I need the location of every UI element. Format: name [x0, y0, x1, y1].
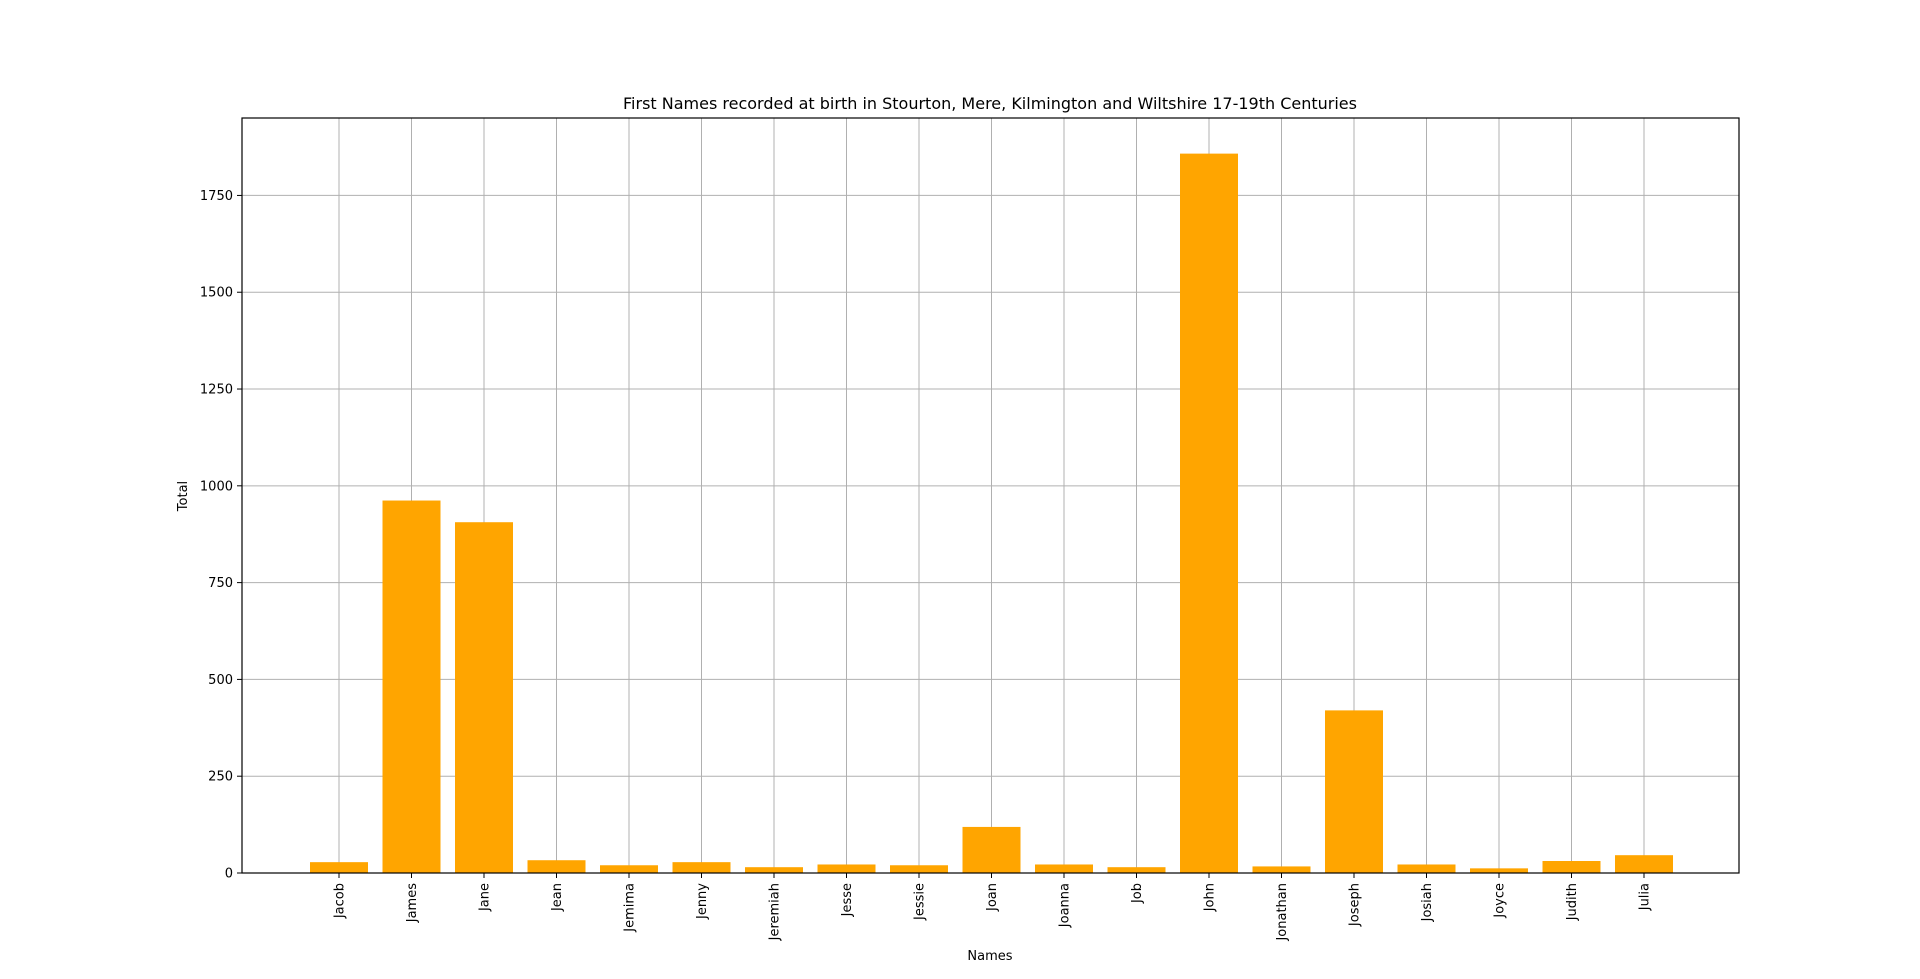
- bar-joan: [962, 826, 1021, 873]
- x-tick-label: Joanna: [1058, 883, 1073, 928]
- bar-judith: [1542, 860, 1601, 873]
- bar-jeremiah: [745, 867, 803, 873]
- x-tick-label: Jane: [478, 883, 493, 912]
- bar-jesse: [817, 864, 876, 873]
- x-tick-label: Jacob: [333, 883, 348, 919]
- x-tick-label: Jean: [550, 883, 565, 912]
- y-tick-label: 1000: [200, 479, 233, 494]
- x-tick-label: Joyce: [1493, 883, 1508, 919]
- bar-joanna: [1035, 864, 1093, 873]
- x-tick-label: Josiah: [1420, 883, 1435, 922]
- bar-jonathan: [1252, 866, 1311, 873]
- y-tick-label: 250: [208, 770, 233, 785]
- x-tick-label: Job: [1130, 883, 1145, 904]
- axis-ticks: 0 250 500 750 1000 1250 1500 1750 Jacob James Jane…: [200, 189, 1653, 942]
- y-tick-label: 750: [208, 576, 233, 591]
- bar-job: [1107, 867, 1166, 873]
- chart-title: First Names recorded at birth in Stourto…: [623, 94, 1357, 113]
- bar-jemima: [600, 865, 658, 873]
- x-tick-label: James: [405, 883, 420, 923]
- y-tick-label: 1250: [200, 383, 233, 398]
- x-tick-label: Joan: [985, 883, 1000, 912]
- y-tick-label: 1750: [200, 189, 233, 204]
- x-tick-label: Jemima: [623, 883, 638, 933]
- x-tick-label: Jessie: [913, 883, 928, 921]
- bar-jean: [527, 860, 586, 873]
- x-tick-label: Jonathan: [1275, 883, 1290, 942]
- y-tick-label: 1500: [200, 286, 233, 301]
- x-axis-label: Names: [967, 949, 1012, 964]
- bars: [310, 153, 1673, 874]
- bar-joyce: [1470, 868, 1528, 873]
- y-tick-label: 0: [225, 867, 233, 882]
- x-tick-label: Jeremiah: [768, 883, 783, 941]
- bar-john: [1180, 153, 1238, 874]
- bar-jenny: [672, 862, 731, 873]
- y-tick-label: 500: [208, 673, 233, 688]
- bar-julia: [1615, 855, 1673, 873]
- bar-jane: [455, 522, 513, 873]
- bar-james: [382, 500, 441, 873]
- bar-josiah: [1397, 864, 1456, 873]
- y-axis-label: Total: [176, 481, 191, 512]
- bar-jacob: [310, 862, 368, 873]
- x-tick-label: John: [1203, 883, 1218, 912]
- x-tick-label: Jesse: [840, 883, 855, 917]
- plot-frame: [241, 117, 1740, 874]
- x-tick-label: Judith: [1565, 883, 1580, 921]
- x-tick-label: Jenny: [695, 883, 710, 920]
- x-tick-label: Joseph: [1348, 883, 1363, 927]
- x-tick-label: Julia: [1638, 883, 1653, 911]
- bar-joseph: [1325, 710, 1383, 873]
- bar-jessie: [890, 865, 948, 873]
